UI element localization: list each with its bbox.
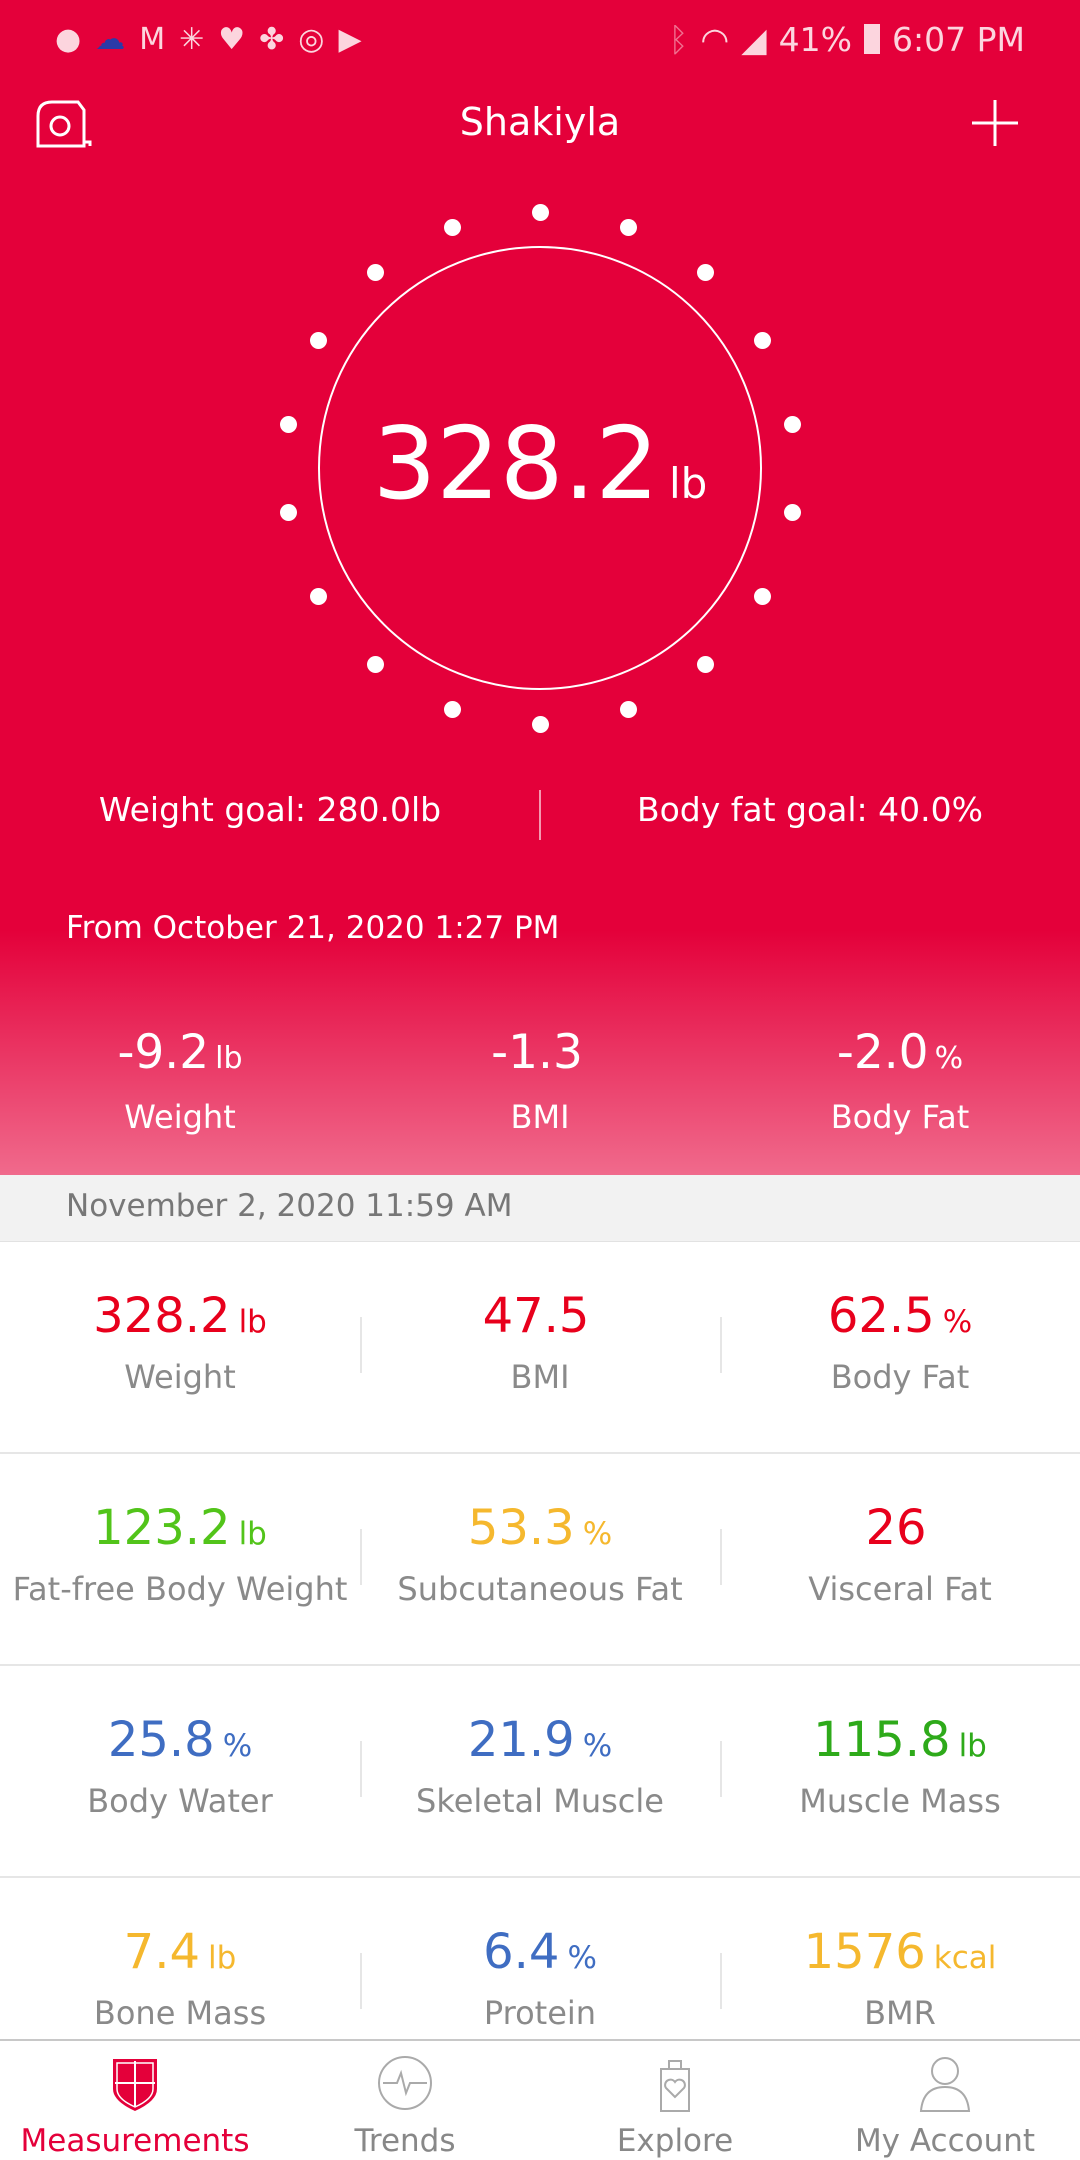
progress-dot: [444, 700, 462, 718]
progress-dot: [532, 716, 549, 733]
metric-body-water[interactable]: 25.8% Body Water: [0, 1666, 360, 1876]
progress-dot: [279, 504, 297, 522]
metric-label: BMI: [510, 1358, 570, 1396]
metric-value: 115.8 lb: [813, 1712, 987, 1768]
metric-value: 25.8%: [107, 1712, 253, 1768]
progress-dot: [619, 700, 637, 718]
tab-my-account[interactable]: My Account: [810, 2041, 1080, 2160]
metric-value: 21.9%: [467, 1712, 613, 1768]
metric-label: Bone Mass: [93, 1994, 267, 2032]
clock: 6:07 PM: [892, 19, 1025, 59]
progress-dot: [784, 415, 802, 433]
gmail-icon: M: [139, 21, 166, 57]
changes-row: -9.2 lb Weight -1.3 BMI -2.0% Body Fat: [0, 1025, 1080, 1136]
metric-bone-mass[interactable]: 7.4 lb Bone Mass: [0, 1878, 360, 2088]
metric-value: 123.2 lb: [93, 1500, 267, 1556]
progress-dot: [784, 504, 802, 522]
pinwheel-icon: ✤: [259, 21, 285, 57]
weight-ring: [318, 246, 762, 690]
shopping-bag-heart-icon: [660, 2060, 690, 2112]
progress-dot: [367, 656, 385, 674]
notification-icons: ● ☁ M ✳ ♥ ✤ ◎ ▶: [55, 22, 362, 57]
progress-dot: [279, 415, 297, 433]
metric-label: Body Fat: [830, 1358, 970, 1396]
instagram-icon: ◎: [298, 21, 325, 57]
metric-bmi[interactable]: 47.5 BMI: [360, 1242, 720, 1452]
metric-value: 62.5%: [827, 1288, 973, 1344]
tab-measurements[interactable]: Measurements: [0, 2041, 270, 2160]
battery-percent: 41%: [778, 19, 853, 59]
metric-skeletal-muscle[interactable]: 21.9% Skeletal Muscle: [360, 1666, 720, 1876]
metric-value: 53.3%: [467, 1500, 613, 1556]
metric-value: 26: [865, 1500, 927, 1556]
progress-dot: [367, 263, 385, 281]
metric-muscle-mass[interactable]: 115.8 lb Muscle Mass: [720, 1666, 1080, 1876]
delta-bmi: -1.3 BMI: [491, 1025, 583, 1136]
plus-icon[interactable]: [970, 98, 1020, 148]
user-icon: [919, 2057, 971, 2112]
tape-measure-icon[interactable]: [34, 98, 94, 150]
signal-icon: ◢: [741, 19, 767, 59]
wifi-icon: ◠: [700, 19, 730, 59]
goals-row: Weight goal: 280.0lb Body fat goal: 40.0…: [0, 790, 1080, 840]
metric-value: 6.4%: [483, 1924, 597, 1980]
metric-bmr[interactable]: 1576 kcal BMR: [720, 1878, 1080, 2088]
progress-dot: [696, 656, 714, 674]
status-bar: ● ☁ M ✳ ♥ ✤ ◎ ▶ ᛒ ◠ ◢ 41% 6:07 PM: [55, 14, 1025, 64]
metrics-row: 25.8% Body Water 21.9% Skeletal Muscle 115.8…: [0, 1666, 1080, 1878]
bluetooth-icon: ᛒ: [668, 19, 689, 59]
tab-trends[interactable]: Trends: [270, 2041, 540, 2160]
metric-label: Skeletal Muscle: [416, 1782, 664, 1820]
divider: [539, 790, 541, 840]
progress-dot: [310, 332, 328, 349]
metrics-row: 123.2 lb Fat-free Body Weight 53.3% Subcutan…: [0, 1454, 1080, 1666]
metric-label: Fat-free Body Weight: [12, 1570, 348, 1608]
facebook-icon: ●: [55, 21, 82, 57]
metric-value: 7.4 lb: [123, 1924, 237, 1980]
youtube-icon: ▶: [338, 21, 362, 57]
metric-weight[interactable]: 328.2 lb Weight: [0, 1242, 360, 1452]
hearts-icon: ♥: [218, 21, 246, 57]
metric-value: 1576 kcal: [803, 1924, 997, 1980]
measurement-date: November 2, 2020 11:59 AM: [0, 1175, 1080, 1242]
body-fat-goal[interactable]: Body fat goal: 40.0%: [636, 790, 984, 829]
battery-icon: [864, 24, 881, 54]
shield-icon: [113, 2059, 157, 2111]
metric-label: Visceral Fat: [808, 1570, 992, 1608]
cloud-icon: ☁: [95, 21, 126, 57]
progress-dot: [753, 588, 771, 605]
progress-dot: [753, 332, 771, 349]
progress-dot: [619, 219, 637, 237]
walmart-icon: ✳: [179, 21, 205, 57]
metric-value: 328.2 lb: [93, 1288, 267, 1344]
progress-dot: [444, 219, 462, 237]
delta-weight: -9.2 lb Weight: [117, 1025, 243, 1136]
metric-value: 47.5: [482, 1288, 590, 1344]
tab-explore[interactable]: Explore: [540, 2041, 810, 2160]
heartbeat-icon: [378, 2056, 432, 2110]
metric-label: BMR: [864, 1994, 936, 2032]
metric-label: Muscle Mass: [799, 1782, 1001, 1820]
from-date: From October 21, 2020 1:27 PM: [66, 910, 560, 946]
metric-body-fat[interactable]: 62.5% Body Fat: [720, 1242, 1080, 1452]
metric-label: Body Water: [87, 1782, 273, 1820]
profile-name[interactable]: Shakiyla: [459, 100, 621, 144]
metric-label: Protein: [483, 1994, 597, 2032]
progress-dot: [696, 263, 714, 281]
weight-goal[interactable]: Weight goal: 280.0lb: [98, 790, 442, 829]
bottom-nav: Measurements Trends Explore My Account: [0, 2039, 1080, 2160]
current-weight: 328.2 lb: [372, 405, 708, 522]
progress-dot: [310, 588, 328, 605]
metric-fat-free-body-weight[interactable]: 123.2 lb Fat-free Body Weight: [0, 1454, 360, 1664]
delta-body-fat: -2.0% Body Fat: [830, 1025, 970, 1136]
metric-label: Weight: [124, 1358, 236, 1396]
metric-label: Subcutaneous Fat: [397, 1570, 683, 1608]
metrics-row: 328.2 lb Weight 47.5 BMI 62.5% Body Fat: [0, 1242, 1080, 1454]
summary-panel: ● ☁ M ✳ ♥ ✤ ◎ ▶ ᛒ ◠ ◢ 41% 6:07 PM Shakiy…: [0, 0, 1080, 1175]
metric-protein[interactable]: 6.4% Protein: [360, 1878, 720, 2088]
metric-visceral-fat[interactable]: 26 Visceral Fat: [720, 1454, 1080, 1664]
metric-subcutaneous-fat[interactable]: 53.3% Subcutaneous Fat: [360, 1454, 720, 1664]
progress-dot: [532, 204, 549, 221]
